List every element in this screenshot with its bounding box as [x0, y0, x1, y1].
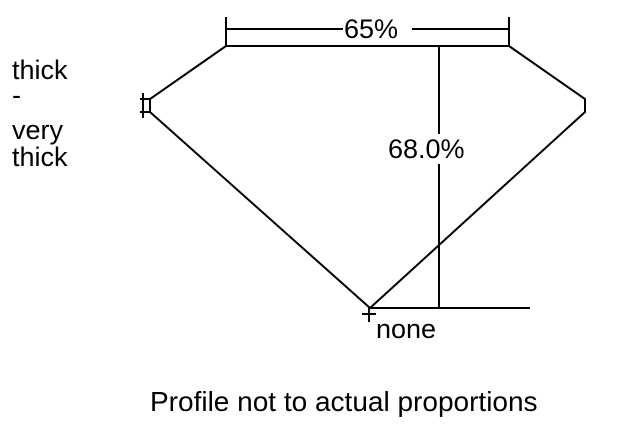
girdle-label-1: thick	[12, 55, 68, 85]
crown-outline	[149, 45, 586, 310]
depth-percent-label: 68.0%	[388, 134, 465, 164]
girdle-label-3: very	[12, 115, 64, 145]
girdle-label-4: thick	[12, 142, 68, 172]
caption: Profile not to actual proportions	[150, 386, 538, 417]
table-percent-label: 65%	[344, 14, 399, 44]
girdle-label-2: -	[12, 80, 21, 110]
culet-label: none	[376, 314, 437, 344]
